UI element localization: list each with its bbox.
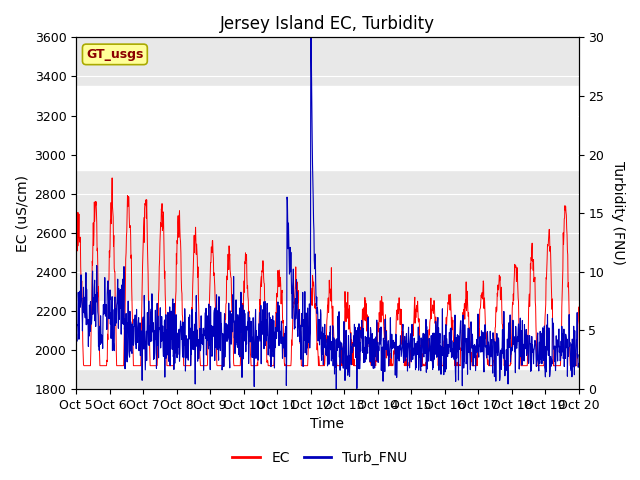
X-axis label: Time: Time <box>310 418 344 432</box>
Title: Jersey Island EC, Turbidity: Jersey Island EC, Turbidity <box>220 15 435 33</box>
Bar <box>76 301 579 370</box>
Text: GT_usgs: GT_usgs <box>86 48 143 61</box>
Y-axis label: Turbidity (FNU): Turbidity (FNU) <box>611 161 625 265</box>
Legend: EC, Turb_FNU: EC, Turb_FNU <box>227 445 413 471</box>
Y-axis label: EC (uS/cm): EC (uS/cm) <box>15 175 29 252</box>
Bar <box>76 86 579 170</box>
